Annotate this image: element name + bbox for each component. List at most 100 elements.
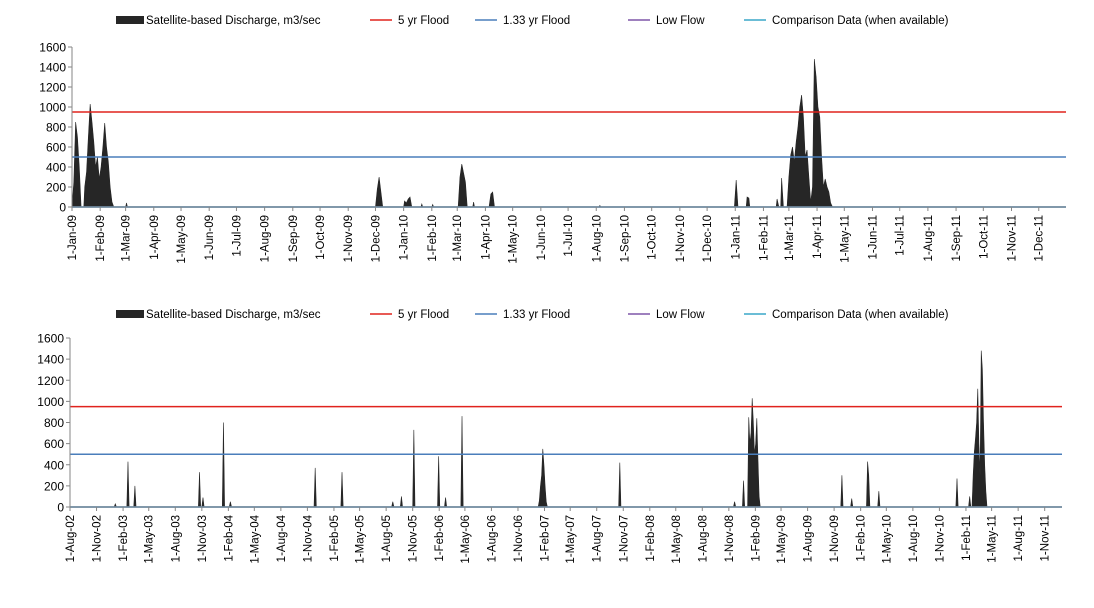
x-tick-label: 1-Jul-10 [563,215,575,257]
x-tick-label: 1-Jul-09 [231,215,243,257]
x-tick-label: 1-Mar-09 [121,215,133,262]
y-tick-label: 0 [57,501,64,515]
x-tick-label: 1-Mar-10 [452,215,464,262]
x-tick-label: 1-Sep-10 [619,215,631,262]
y-tick-label: 800 [46,121,66,135]
x-tick-label: 1-Nov-11 [1006,215,1018,261]
y-tick-label: 800 [44,416,64,430]
x-tick-label: 1-Aug-07 [592,515,604,562]
legend-label: 1.33 yr Flood [503,309,570,321]
x-tick-label: 1-May-06 [460,515,472,564]
x-tick-label: 1-Nov-10 [675,215,687,262]
x-tick-label: 1-Oct-09 [315,215,327,260]
x-tick-label: 1-Nov-07 [618,515,630,562]
x-tick-label: 1-Feb-11 [961,515,973,561]
x-tick-label: 1-Apr-11 [812,215,824,259]
x-tick-label: 1-Aug-02 [65,515,77,562]
x-tick-label: 1-May-08 [671,515,683,564]
x-tick-label: 1-Nov-08 [724,515,736,562]
y-tick-label: 1200 [39,81,66,95]
x-tick-label: 1-Dec-09 [370,215,382,262]
legend-label: Low Flow [656,15,705,27]
y-tick-label: 1200 [37,374,64,388]
x-tick-label: 1-Apr-09 [149,215,161,260]
x-tick-label: 1-Nov-05 [408,515,420,562]
series-area [113,350,988,508]
y-tick-label: 400 [46,161,66,175]
legend-swatch [116,310,144,318]
x-tick-label: 1-Feb-08 [645,515,657,562]
x-tick-label: 1-Feb-03 [118,515,130,562]
x-tick-label: 1-Aug-11 [923,215,935,261]
x-tick-label: 1-Feb-11 [758,215,770,261]
legend-label: Satellite-based Discharge, m3/sec [146,309,321,321]
x-tick-label: 1-Feb-06 [434,515,446,562]
series-area [71,58,833,208]
y-tick-label: 400 [44,458,64,472]
x-tick-label: 1-Aug-09 [260,215,272,262]
x-tick-label: 1-Aug-10 [908,515,920,562]
chart-2: Satellite-based Discharge, m3/sec 5 yr Fl… [37,309,1062,564]
y-tick-label: 600 [46,141,66,155]
legend-label: 5 yr Flood [398,309,449,321]
x-tick-label: 1-Nov-04 [302,514,314,562]
y-tick-label: 1000 [37,395,64,409]
x-tick-label: 1-Feb-10 [856,515,868,562]
x-tick-label: 1-May-09 [176,215,188,264]
y-tick-label: 1600 [39,41,66,55]
legend-label: Comparison Data (when available) [772,15,949,27]
legend-label: Low Flow [656,309,705,321]
legend: Satellite-based Discharge, m3/sec 5 yr Fl… [116,15,949,27]
y-tick-label: 1400 [39,61,66,75]
x-tick-label: 1-Aug-10 [591,215,603,262]
x-tick-label: 1-May-03 [144,515,156,564]
x-tick-label: 1-May-07 [565,515,577,564]
x-tick-label: 1-Nov-10 [934,515,946,562]
x-tick-label: 1-Nov-03 [197,515,209,562]
x-tick-label: 1-Aug-08 [697,515,709,562]
x-tick-label: 1-May-05 [355,515,367,564]
legend: Satellite-based Discharge, m3/sec 5 yr Fl… [116,309,949,321]
x-tick-label: 1-Aug-04 [276,514,288,562]
y-tick-label: 1000 [39,101,66,115]
x-tick-label: 1-Aug-06 [486,515,498,562]
x-tick-label: 1-Jun-11 [867,215,879,260]
legend-label: Comparison Data (when available) [772,309,949,321]
x-tick-label: 1-Feb-04 [223,514,235,561]
x-tick-label: 1-Jan-09 [67,215,79,260]
x-tick-label: 1-Nov-11 [1040,515,1052,561]
x-tick-label: 1-Dec-10 [702,215,714,262]
x-tick-label: 1-Nov-09 [343,215,355,262]
x-tick-label: 1-Aug-11 [1013,515,1025,561]
x-tick-label: 1-May-10 [881,515,893,564]
x-tick-label: 1-Aug-09 [803,515,815,562]
legend-label: Satellite-based Discharge, m3/sec [146,15,321,27]
x-tick-label: 1-Feb-09 [95,215,107,262]
y-tick-label: 600 [44,437,64,451]
x-tick-label: 1-Jul-11 [895,215,907,256]
x-tick-label: 1-May-10 [508,215,520,264]
x-tick-label: 1-May-11 [987,515,999,563]
legend-swatch [116,16,144,24]
x-tick-label: 1-Feb-09 [750,515,762,562]
x-tick-label: 1-Sep-11 [951,215,963,261]
x-tick-label: 1-Apr-10 [480,215,492,260]
x-tick-label: 1-May-04 [249,514,261,563]
x-tick-label: 1-May-09 [776,515,788,564]
x-tick-label: 1-Jan-11 [730,215,742,260]
x-tick-label: 1-Oct-10 [647,215,659,260]
y-tick-label: 200 [44,479,64,493]
x-tick-label: 1-Aug-03 [170,515,182,562]
legend-label: 5 yr Flood [398,15,449,27]
x-tick-label: 1-Mar-11 [784,215,796,261]
x-tick-label: 1-Nov-02 [92,515,104,562]
x-tick-label: 1-Aug-05 [381,515,393,562]
x-tick-label: 1-Nov-09 [829,515,841,562]
x-tick-label: 1-Oct-11 [978,215,990,259]
x-tick-label: 1-Jan-10 [399,215,411,260]
x-tick-label: 1-Jun-10 [536,215,548,260]
legend-label: 1.33 yr Flood [503,15,570,27]
y-tick-label: 200 [46,181,66,195]
y-tick-label: 0 [59,201,66,215]
